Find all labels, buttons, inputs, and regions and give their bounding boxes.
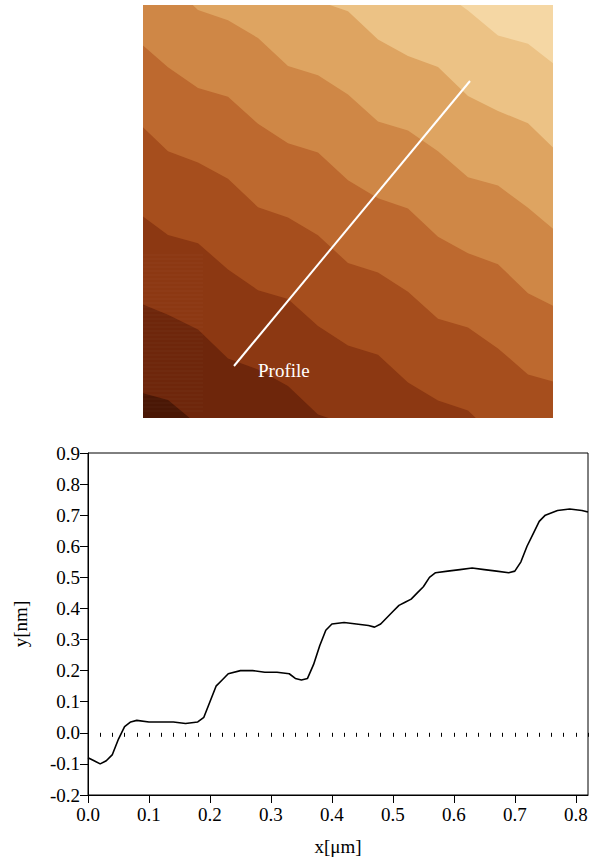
svg-text:0.8: 0.8 [564, 804, 588, 825]
svg-text:0.3: 0.3 [56, 629, 80, 650]
svg-text:0.6: 0.6 [56, 536, 80, 557]
svg-text:0.5: 0.5 [381, 804, 405, 825]
svg-text:0.2: 0.2 [56, 660, 80, 681]
svg-text:0.7: 0.7 [56, 505, 80, 526]
svg-text:0.1: 0.1 [137, 804, 161, 825]
svg-text:0.4: 0.4 [320, 804, 344, 825]
svg-text:Profile: Profile [258, 360, 310, 381]
svg-text:0.0: 0.0 [76, 804, 100, 825]
svg-text:0.2: 0.2 [198, 804, 222, 825]
svg-text:0.8: 0.8 [56, 474, 80, 495]
svg-text:0.0: 0.0 [56, 722, 80, 743]
svg-text:0.1: 0.1 [56, 691, 80, 712]
svg-text:y[nm]: y[nm] [10, 601, 31, 647]
svg-text:0.6: 0.6 [442, 804, 466, 825]
svg-text:0.3: 0.3 [259, 804, 283, 825]
svg-text:-0.2: -0.2 [50, 785, 80, 806]
svg-text:0.7: 0.7 [503, 804, 527, 825]
svg-text:x[μm]: x[μm] [314, 836, 361, 857]
svg-text:0.5: 0.5 [56, 567, 80, 588]
svg-text:-0.1: -0.1 [50, 753, 80, 774]
svg-text:0.9: 0.9 [56, 443, 80, 464]
svg-text:0.4: 0.4 [56, 598, 80, 619]
